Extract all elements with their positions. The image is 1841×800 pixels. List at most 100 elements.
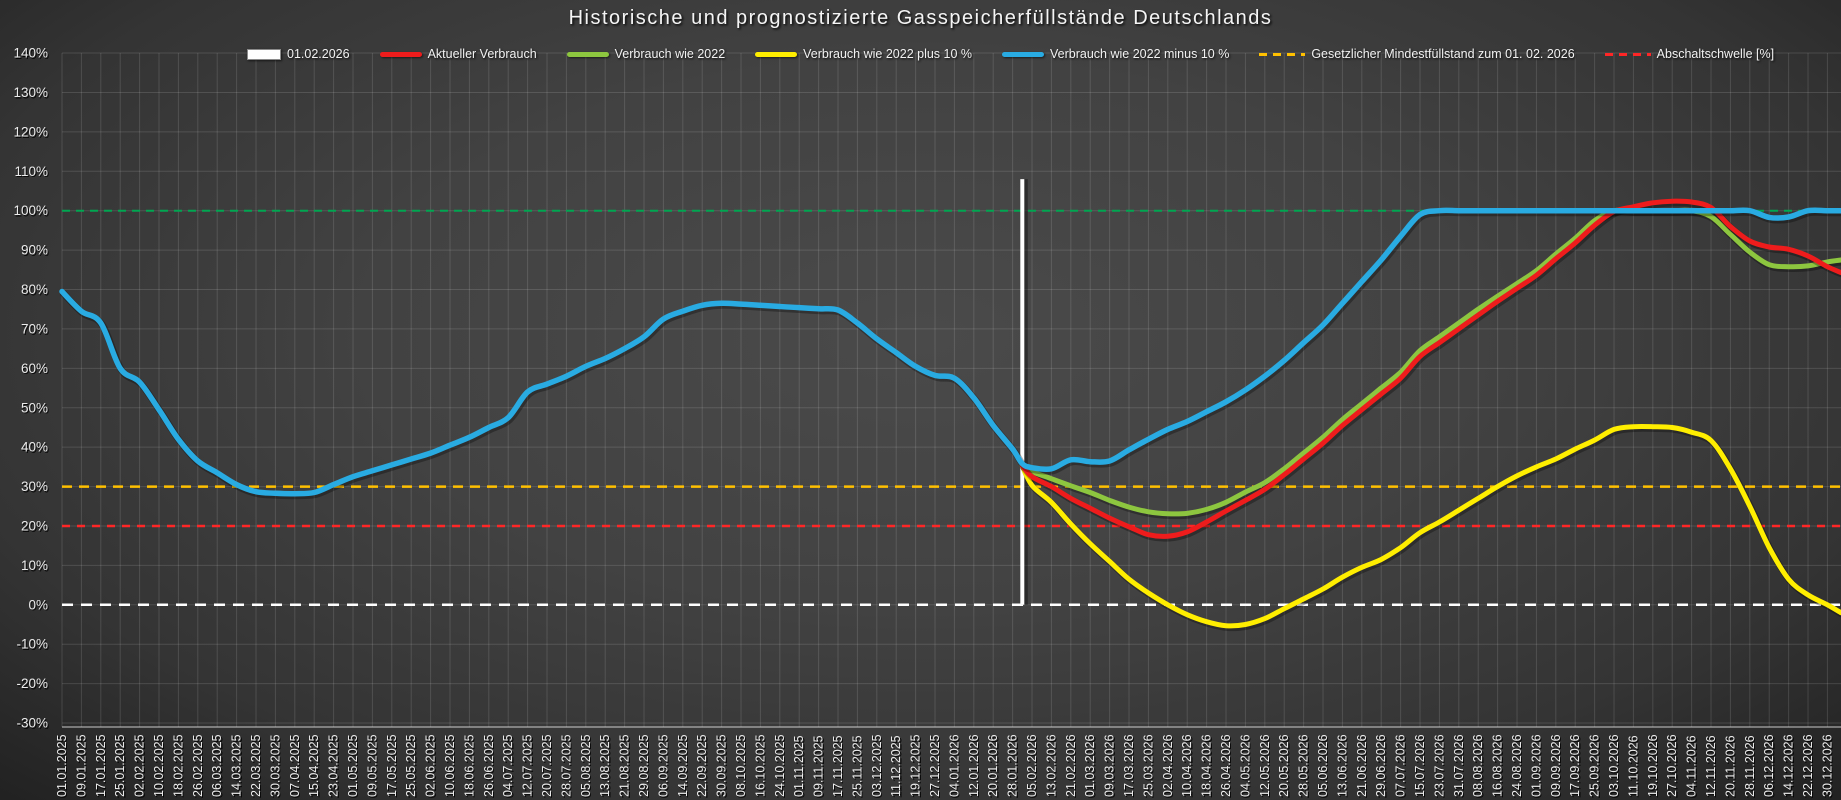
x-axis-label: 20.05.2026 <box>1277 734 1291 797</box>
x-axis-label-shadow: 25.05.2025 <box>405 736 419 799</box>
x-axis-label: 17.05.2025 <box>385 734 399 797</box>
x-axis-label: 21.02.2026 <box>1064 734 1078 797</box>
x-axis-label-shadow: 16.08.2026 <box>1492 736 1506 799</box>
x-axis-label-shadow: 26.04.2026 <box>1220 736 1234 799</box>
x-axis-label-shadow: 30.03.2025 <box>270 736 284 799</box>
x-axis-label-shadow: 01.05.2025 <box>347 736 361 799</box>
y-axis-label: 20% <box>22 520 49 535</box>
series-line-verbrauch-2022 <box>1019 207 1841 517</box>
y-axis-label: 130% <box>13 85 48 100</box>
x-axis-label-shadow: 27.12.2025 <box>929 736 943 799</box>
y-axis-label: 40% <box>22 441 49 456</box>
x-axis-label-shadow: 31.07.2026 <box>1453 736 1467 799</box>
x-axis-label: 11.12.2025 <box>889 735 903 797</box>
x-axis-label-shadow: 30.12.2026 <box>1822 736 1836 799</box>
x-axis-label: 28.01.2026 <box>1006 734 1020 797</box>
x-axis-label: 25.03.2026 <box>1141 734 1155 797</box>
x-axis-label: 07.04.2025 <box>288 734 302 797</box>
x-axis-label-shadow: 25.11.2025 <box>852 737 866 799</box>
x-axis-label-shadow: 09.11.2025 <box>813 737 827 799</box>
x-axis-label-shadow: 06.03.2025 <box>211 736 225 799</box>
x-axis-label: 29.06.2026 <box>1374 734 1388 797</box>
x-axis-label: 26.06.2025 <box>482 734 496 797</box>
y-axis-label: 70% <box>21 321 48 336</box>
x-axis-label-shadow: 18.04.2026 <box>1201 736 1215 799</box>
series-line-verbrauch-2022-minus-10 <box>59 207 1841 497</box>
y-axis-label: 100% <box>15 205 50 220</box>
x-axis-label: 14.03.2025 <box>230 734 244 797</box>
x-axis-label-shadow: 23.07.2026 <box>1434 736 1448 799</box>
x-axis-label: 23.07.2026 <box>1432 734 1446 797</box>
x-axis-label: 25.01.2025 <box>113 734 127 797</box>
x-axis-label: 18.04.2026 <box>1200 734 1214 797</box>
x-axis-label: 12.01.2026 <box>967 734 981 797</box>
x-axis-label-shadow: 12.07.2025 <box>522 736 536 799</box>
legend-swatch-white-bar-icon <box>247 48 281 60</box>
x-axis-label-shadow: 20.07.2025 <box>541 736 555 799</box>
y-axis-label: -10% <box>16 637 48 652</box>
x-axis-label: 30.12.2026 <box>1820 734 1834 797</box>
legend-label: 01.02.2026 <box>287 47 350 61</box>
y-axis-label: 130% <box>15 86 50 101</box>
legend-item-aktueller-verbrauch: Aktueller Verbrauch <box>379 47 537 61</box>
x-axis-label: 10.02.2025 <box>152 734 166 797</box>
x-axis-label: 01.11.2025 <box>792 735 806 797</box>
x-axis-label: 27.10.2026 <box>1665 734 1679 797</box>
x-axis-label-shadow: 15.07.2026 <box>1414 736 1428 799</box>
x-axis-label-shadow: 22.03.2025 <box>250 736 264 799</box>
x-axis-label-shadow: 19.10.2026 <box>1647 736 1661 799</box>
x-axis-label: 18.06.2025 <box>462 734 476 797</box>
x-axis-label: 12.07.2025 <box>521 734 535 797</box>
x-axis-label: 15.07.2026 <box>1413 734 1427 797</box>
x-axis-label: 11.10.2026 <box>1626 735 1640 797</box>
x-axis-label: 25.11.2025 <box>850 735 864 797</box>
x-axis-label-shadow: 02.04.2026 <box>1162 736 1176 799</box>
y-axis-label: 20% <box>21 518 48 533</box>
x-axis-label-shadow: 13.06.2026 <box>1337 736 1351 799</box>
x-axis-label-shadow: 14.09.2025 <box>677 736 691 799</box>
x-axis-label: 26.02.2025 <box>191 734 205 797</box>
x-axis-label: 12.11.2026 <box>1704 735 1718 797</box>
x-axis-label: 01.05.2025 <box>346 734 360 797</box>
x-axis-label: 22.03.2025 <box>249 734 263 797</box>
x-axis-label: 22.12.2026 <box>1801 734 1815 797</box>
x-axis-label-shadow: 24.10.2025 <box>774 736 788 799</box>
x-axis-label-shadow: 07.04.2025 <box>289 736 303 799</box>
x-axis-label: 26.04.2026 <box>1219 734 1233 797</box>
y-axis-label: 50% <box>21 400 48 415</box>
x-axis-label: 02.06.2025 <box>424 734 438 797</box>
y-axis-label: 100% <box>13 203 48 218</box>
x-axis-label: 10.06.2025 <box>443 734 457 797</box>
legend-swatch-red-line-icon <box>379 51 422 57</box>
x-axis-label: 22.09.2025 <box>695 734 709 797</box>
x-axis-label-shadow: 14.12.2026 <box>1783 736 1797 799</box>
x-axis-label-shadow: 01.01.2025 <box>56 736 70 799</box>
y-axis-label: 80% <box>22 283 49 298</box>
x-axis-label: 06.09.2025 <box>656 734 670 797</box>
legend-item-abschaltschwelle: Abschaltschwelle [%] <box>1604 47 1774 61</box>
x-axis-label-shadow: 26.06.2025 <box>483 736 497 799</box>
y-axis-label: 50% <box>22 402 49 417</box>
chart-title: Historische und prognostizierte Gasspeic… <box>568 7 1273 29</box>
x-axis-label: 16.10.2025 <box>753 734 767 797</box>
x-axis-label-shadow: 13.02.2026 <box>1046 736 1060 799</box>
y-axis-label: 140% <box>15 47 50 62</box>
y-axis-label: 80% <box>21 282 48 297</box>
series-line-verbrauch-2022-plus-10 <box>1019 423 1841 629</box>
x-axis-label: 29.08.2025 <box>637 734 651 797</box>
legend-label: Verbrauch wie 2022 <box>614 47 726 61</box>
x-axis-label-shadow: 19.12.2025 <box>910 736 924 799</box>
x-axis-label-shadow: 05.02.2026 <box>1026 736 1040 799</box>
legend: 01.02.2026 Aktueller Verbrauch Verbrauch… <box>247 47 1774 61</box>
legend-item-verbrauch-2022: Verbrauch wie 2022 <box>566 47 726 61</box>
x-axis-label-shadow: 01.09.2026 <box>1531 736 1545 799</box>
x-axis-label-shadow: 04.11.2026 <box>1686 737 1700 799</box>
x-axis-label: 17.11.2025 <box>831 735 845 797</box>
x-axis-label-shadow: 22.12.2026 <box>1802 736 1816 799</box>
y-axis-label: 110% <box>16 165 50 180</box>
y-axis-label: 0% <box>28 597 48 612</box>
y-axis-label: 140% <box>13 46 48 61</box>
x-axis-label-shadow: 12.05.2026 <box>1259 736 1273 799</box>
